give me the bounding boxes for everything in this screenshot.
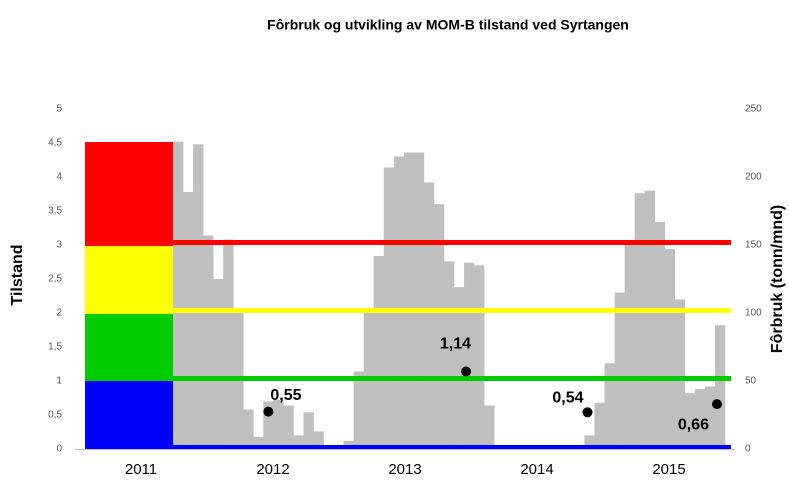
y-tick-label: 4,5: [48, 138, 62, 149]
bar: [704, 386, 716, 449]
bar: [654, 221, 666, 449]
bar: [173, 141, 184, 449]
bar: [213, 279, 224, 449]
data-label: 1,14: [440, 336, 471, 353]
y2-tick-label: 50: [745, 376, 757, 387]
bar: [373, 255, 385, 449]
bar: [243, 409, 254, 449]
bar: [464, 262, 475, 449]
y2-tick-label: 200: [745, 172, 762, 183]
y2-tick-label: 100: [745, 308, 762, 319]
bar: [694, 389, 706, 449]
bar: [614, 292, 625, 449]
bar: [273, 400, 284, 449]
data-label: 0,55: [270, 387, 301, 404]
x-tick-label: 2013: [388, 461, 421, 478]
y-tick-label: 3,5: [48, 206, 62, 217]
zone-red: [85, 142, 173, 246]
bar: [674, 299, 686, 449]
bar: [433, 204, 445, 449]
y2-tick-label: 250: [745, 104, 762, 115]
data-label: 0,54: [552, 389, 583, 406]
y-tick-label: 0,5: [48, 410, 62, 421]
bar: [454, 287, 465, 449]
point: [582, 407, 593, 418]
x-tick-label: 2012: [256, 461, 289, 478]
y2-axis-title: Fôrbruk (tonn/mnd): [769, 205, 786, 353]
bar: [664, 249, 676, 449]
bar: [684, 393, 696, 449]
bar: [263, 401, 274, 449]
point: [263, 406, 274, 417]
x-tick-label: 2011: [125, 461, 157, 478]
zones: [85, 142, 731, 450]
bar: [624, 242, 635, 449]
y2-tick-label: 150: [745, 240, 762, 251]
threshold-green: [173, 376, 731, 381]
threshold-blue: [173, 445, 731, 450]
bar: [313, 431, 324, 449]
chart-title: Fôrbruk og utvikling av MOM-B tilstand v…: [267, 17, 629, 33]
bar: [223, 239, 234, 449]
bars: [173, 141, 726, 450]
bar: [293, 435, 304, 449]
y-tick-label: 0: [56, 444, 62, 455]
bar: [393, 156, 405, 449]
bar: [484, 405, 495, 449]
zone-blue: [85, 381, 173, 449]
bar: [193, 144, 204, 450]
x-tick-label: 2015: [652, 461, 685, 478]
bar: [474, 265, 485, 449]
threshold-yellow: [173, 308, 731, 313]
y-tick-label: 3: [56, 240, 62, 251]
bar: [283, 405, 294, 449]
bar: [594, 402, 605, 449]
y-tick-label: 5: [56, 104, 62, 115]
threshold-red: [173, 240, 731, 245]
bar: [443, 261, 455, 449]
bar: [584, 435, 595, 449]
bar: [423, 182, 435, 449]
bar: [353, 371, 364, 449]
bar: [604, 363, 615, 449]
y-tick-label: 2: [56, 308, 62, 319]
bar: [634, 193, 646, 449]
y-tick-label: 4: [56, 172, 62, 183]
points: 0,55 1,14 0,54 0,66: [263, 336, 722, 433]
point: [461, 366, 472, 377]
bar: [714, 325, 726, 449]
y-axis-title: Tilstand: [9, 244, 26, 305]
bar: [403, 152, 415, 449]
point: [711, 399, 722, 410]
zone-green: [85, 314, 173, 381]
bar: [303, 412, 314, 449]
bar: [343, 440, 354, 449]
bar: [644, 190, 656, 449]
y-tick-label: 1: [56, 376, 62, 387]
y-tick-label: 2,5: [48, 274, 62, 285]
zone-yellow: [85, 246, 173, 314]
bar: [413, 152, 425, 449]
bar: [203, 235, 214, 449]
data-label: 0,66: [678, 416, 709, 433]
x-tick-label: 2014: [520, 461, 553, 478]
y2-tick-label: 0: [745, 444, 751, 455]
bar: [183, 191, 194, 449]
bar: [253, 436, 264, 449]
y-tick-label: 1,5: [48, 342, 62, 353]
